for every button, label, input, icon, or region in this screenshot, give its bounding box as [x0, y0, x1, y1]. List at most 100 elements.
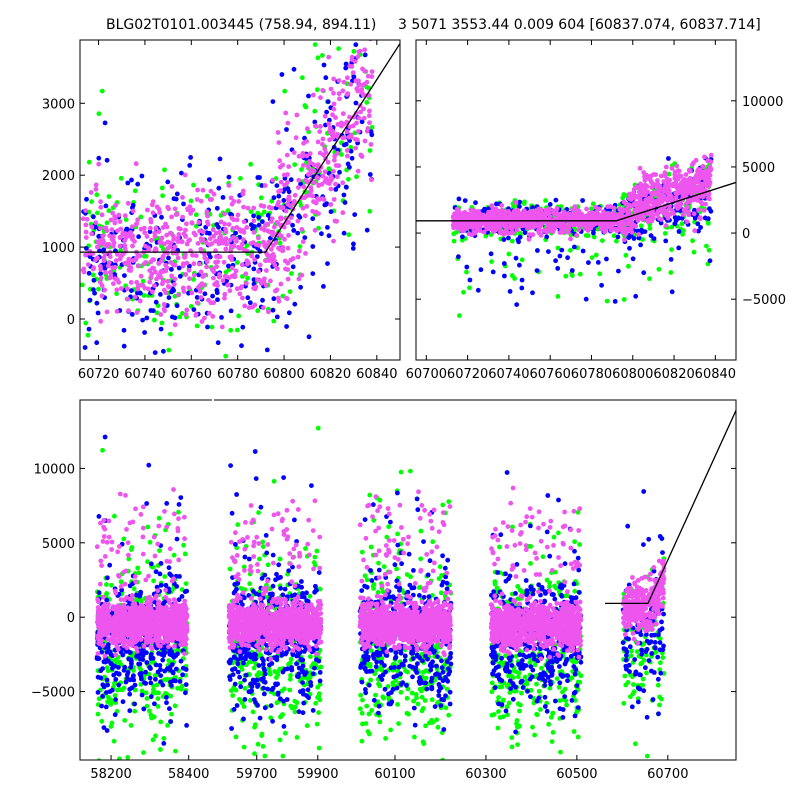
data-point-blue — [519, 277, 525, 283]
data-point-green — [239, 667, 245, 672]
data-point-magenta — [210, 227, 216, 233]
data-point-magenta — [348, 81, 353, 87]
data-point-green — [515, 724, 520, 730]
data-point-magenta — [499, 203, 505, 208]
data-point-green — [517, 708, 522, 714]
data-point-magenta — [245, 205, 251, 211]
data-point-magenta — [537, 215, 543, 221]
data-point-magenta — [109, 227, 115, 233]
data-point-green — [228, 327, 234, 333]
data-point-magenta — [93, 182, 99, 188]
data-point-magenta — [333, 181, 338, 187]
data-point-blue — [147, 229, 153, 235]
data-point-magenta — [115, 228, 120, 234]
data-point-magenta — [307, 192, 312, 198]
data-point-magenta — [269, 256, 275, 262]
data-point-magenta — [597, 212, 603, 218]
data-point-blue — [214, 290, 220, 296]
data-point-magenta — [498, 210, 504, 215]
data-point-green — [95, 711, 101, 717]
data-point-green — [680, 231, 685, 237]
data-point-green — [404, 695, 410, 701]
data-point-magenta — [134, 279, 140, 285]
data-point-green — [138, 774, 143, 779]
data-point-magenta — [362, 68, 368, 74]
data-point-magenta — [658, 196, 663, 202]
data-point-green — [497, 544, 502, 550]
data-point-magenta — [331, 90, 336, 96]
data-point-magenta — [144, 234, 150, 239]
data-point-magenta — [237, 291, 243, 297]
data-point-magenta — [628, 203, 634, 209]
data-point-magenta — [292, 199, 297, 204]
data-point-green — [236, 313, 242, 319]
data-point-magenta — [558, 225, 564, 231]
data-point-magenta — [561, 209, 567, 215]
data-point-magenta — [186, 238, 192, 244]
data-point-magenta — [176, 292, 181, 298]
data-point-magenta — [161, 287, 167, 293]
panel-top-left-xtick-label: 60820 — [310, 367, 351, 382]
data-point-magenta — [282, 182, 287, 188]
data-point-magenta — [262, 227, 267, 233]
data-point-blue — [95, 310, 101, 316]
data-point-green — [647, 276, 652, 282]
data-point-blue — [337, 169, 342, 175]
data-point-green — [550, 730, 556, 735]
data-point-green — [151, 578, 157, 584]
data-point-magenta — [295, 254, 301, 260]
data-point-magenta — [623, 201, 629, 207]
data-point-magenta — [645, 219, 651, 225]
data-point-magenta — [635, 218, 641, 223]
data-point-magenta — [210, 314, 216, 319]
data-point-blue — [631, 236, 637, 241]
data-point-magenta — [196, 285, 201, 290]
data-point-blue — [708, 208, 714, 214]
data-point-green — [96, 286, 101, 292]
data-point-magenta — [601, 209, 606, 215]
data-point-blue — [87, 297, 93, 303]
data-point-green — [420, 739, 426, 745]
data-point-green — [589, 206, 594, 212]
data-point-magenta — [222, 211, 227, 217]
data-point-magenta — [317, 129, 323, 135]
data-point-magenta — [278, 281, 284, 287]
data-point-green — [235, 522, 241, 527]
data-point-blue — [321, 62, 327, 68]
data-point-blue — [152, 350, 158, 355]
data-point-green — [170, 587, 175, 592]
data-point-magenta — [189, 220, 195, 226]
data-point-magenta — [326, 54, 332, 60]
data-point-magenta — [645, 175, 651, 180]
data-point-magenta — [369, 19, 374, 24]
data-point-magenta — [477, 228, 483, 233]
data-point-magenta — [681, 190, 687, 196]
data-point-blue — [324, 109, 329, 115]
data-point-magenta — [162, 241, 167, 247]
data-point-magenta — [624, 227, 629, 233]
data-point-green — [89, 199, 94, 205]
data-point-blue — [103, 203, 109, 209]
data-point-magenta — [651, 202, 657, 207]
data-point-green — [408, 468, 413, 474]
data-point-magenta — [190, 252, 195, 258]
data-point-green — [364, 100, 370, 105]
data-point-blue — [169, 289, 174, 295]
data-point-blue — [140, 317, 146, 323]
data-point-magenta — [227, 237, 233, 243]
data-point-magenta — [123, 231, 128, 236]
data-point-magenta — [165, 204, 171, 210]
data-point-blue — [84, 246, 89, 251]
data-point-magenta — [605, 204, 610, 210]
data-point-green — [90, 272, 96, 278]
data-point-blue — [207, 231, 212, 236]
data-point-magenta — [182, 254, 188, 260]
data-point-magenta — [244, 280, 249, 286]
data-point-magenta — [693, 196, 698, 202]
data-point-magenta — [665, 198, 671, 204]
data-point-green — [316, 745, 322, 751]
data-point-green — [278, 714, 283, 720]
data-point-magenta — [658, 208, 664, 214]
data-point-magenta — [636, 232, 642, 237]
data-point-blue — [367, 6, 372, 11]
